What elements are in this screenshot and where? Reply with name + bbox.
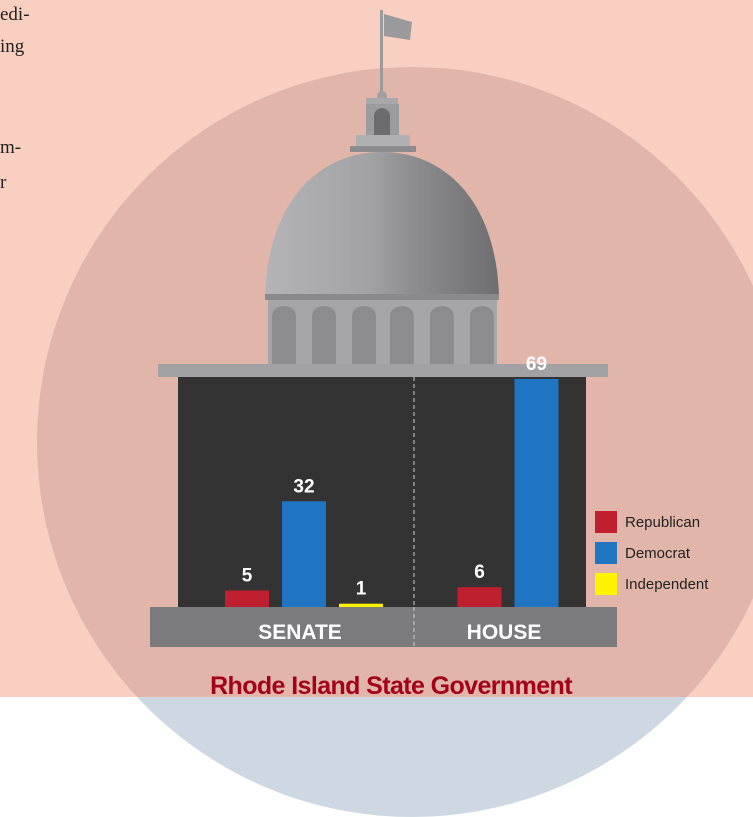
article-text: r: [0, 172, 7, 193]
bar: [514, 379, 559, 607]
article-text: ing: [0, 36, 25, 57]
bar: [339, 603, 383, 607]
value-label: 1: [356, 579, 367, 600]
category-label: HOUSE: [467, 621, 542, 644]
legend-label: Republican: [625, 514, 700, 531]
value-label: 32: [293, 476, 314, 497]
bar: [282, 501, 326, 607]
legend-label: Democrat: [625, 545, 691, 562]
value-label: 6: [474, 562, 485, 583]
legend-swatch: [595, 542, 617, 564]
value-label: 5: [242, 565, 253, 586]
article-text: m-: [0, 137, 21, 158]
legend-label: Independent: [625, 576, 709, 593]
legend-swatch: [595, 573, 617, 595]
chart-title: Rhode Island State Government: [210, 672, 573, 700]
bar: [457, 587, 502, 607]
bar: [225, 590, 269, 607]
value-label: 69: [526, 354, 547, 375]
category-label: SENATE: [258, 621, 342, 644]
article-text: edi-: [0, 4, 30, 25]
legend-swatch: [595, 511, 617, 533]
